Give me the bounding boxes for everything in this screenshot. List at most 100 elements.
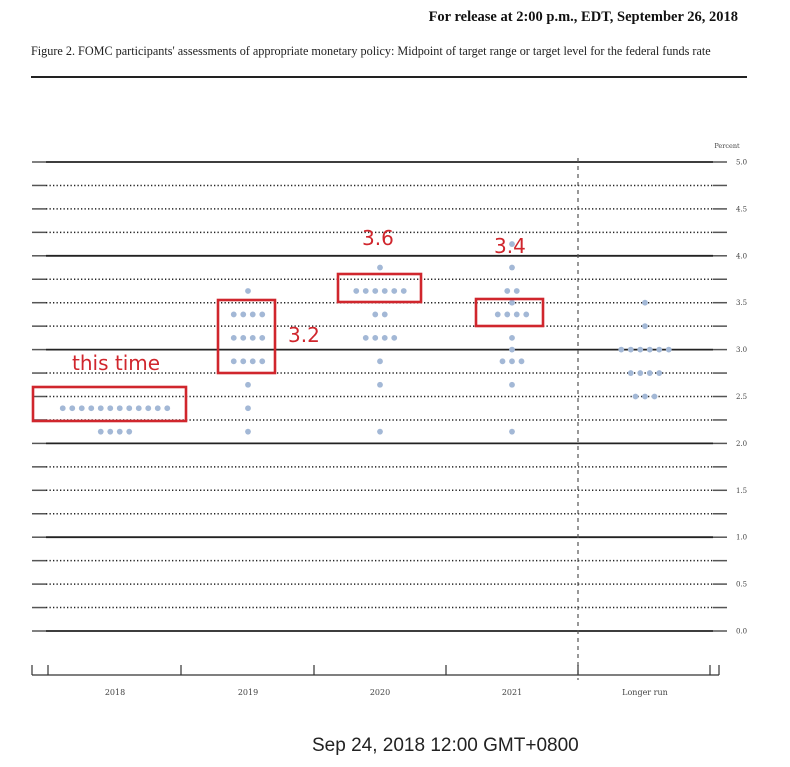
dot-longer-run xyxy=(627,370,634,376)
dot-2018 xyxy=(107,405,114,412)
dot-2019 xyxy=(245,405,251,412)
dot-longer-run xyxy=(651,393,658,400)
annotation-label: this time xyxy=(72,351,160,375)
dot-longer-run xyxy=(665,346,672,353)
x-tick-label: Longer run xyxy=(622,688,668,697)
annotation-box xyxy=(474,297,545,328)
dot-2020 xyxy=(377,358,383,365)
dot-2021 xyxy=(509,264,515,271)
dot-2020 xyxy=(381,311,388,318)
dot-2018 xyxy=(88,405,95,412)
dot-longer-run xyxy=(642,323,648,330)
dot-2021 xyxy=(518,358,525,365)
dot-2019 xyxy=(259,334,266,341)
dot-2018 xyxy=(126,405,133,412)
dot-2018 xyxy=(164,405,171,412)
dot-2019 xyxy=(249,334,256,341)
dot-longer-run xyxy=(632,393,639,400)
dot-2021 xyxy=(513,288,520,294)
dot-2019 xyxy=(245,428,251,435)
y-tick-label: 4.0 xyxy=(736,252,747,260)
dot-2019 xyxy=(230,358,237,365)
x-tick-label: 2018 xyxy=(105,688,125,697)
figure-caption: Figure 2. FOMC participants' assessments… xyxy=(31,44,711,58)
annotation-label: 3.2 xyxy=(288,323,320,347)
dot-2020 xyxy=(391,288,398,294)
dot-2021 xyxy=(523,311,530,318)
y-tick-label: 1.5 xyxy=(736,487,747,495)
dot-2021 xyxy=(513,311,520,318)
y-tick-label: 5.0 xyxy=(736,159,747,167)
dot-2021 xyxy=(509,334,515,341)
y-tick-label: 2.5 xyxy=(736,393,747,401)
dot-longer-run xyxy=(646,346,653,353)
dot-2018 xyxy=(59,405,66,412)
dot-2018 xyxy=(78,405,85,412)
dot-longer-run xyxy=(637,370,644,376)
dot-2018 xyxy=(135,405,142,412)
y-tick-label: 2.0 xyxy=(736,440,747,448)
dot-2019 xyxy=(240,311,247,318)
dot-longer-run xyxy=(656,370,663,376)
annotation-box xyxy=(336,272,423,304)
dot-2020 xyxy=(372,288,379,294)
dot-2019 xyxy=(249,358,256,365)
annotation-label: 3.6 xyxy=(362,226,394,250)
dot-2021 xyxy=(509,241,515,247)
dot-2021 xyxy=(509,428,515,435)
release-note: For release at 2:00 p.m., EDT, September… xyxy=(428,9,738,25)
dot-2021 xyxy=(509,381,515,388)
annotation-label: 3.4 xyxy=(494,234,526,258)
dot-longer-run xyxy=(627,346,634,353)
dot-longer-run xyxy=(656,346,663,353)
dot-2018 xyxy=(145,405,152,412)
x-tick-label: 2020 xyxy=(370,688,390,697)
dot-2019 xyxy=(245,381,251,388)
caption-rule xyxy=(31,76,747,78)
dot-2020 xyxy=(362,288,369,294)
dot-2021 xyxy=(509,299,515,306)
dot-2019 xyxy=(240,334,247,341)
dot-2020 xyxy=(391,334,398,341)
x-tick-label: 2019 xyxy=(238,688,258,697)
annotation-box xyxy=(31,385,188,423)
dot-2018 xyxy=(126,428,133,435)
y-tick-label: 3.0 xyxy=(736,346,747,354)
y-tick-label: 1.0 xyxy=(736,534,747,542)
dot-2020 xyxy=(372,334,379,341)
dot-2021 xyxy=(509,346,515,353)
dot-longer-run xyxy=(646,370,653,376)
dot-2019 xyxy=(230,334,237,341)
y-tick-label: 4.5 xyxy=(736,205,747,213)
timestamp: Sep 24, 2018 12:00 GMT+0800 xyxy=(312,735,579,756)
y-tick-label: 3.5 xyxy=(736,299,747,307)
dot-longer-run xyxy=(637,346,644,353)
dot-2020 xyxy=(377,264,383,271)
dot-2019 xyxy=(259,311,266,318)
dot-2018 xyxy=(116,405,123,412)
dot-2020 xyxy=(381,288,388,294)
y-axis-label: Percent xyxy=(714,142,740,150)
dot-longer-run xyxy=(642,393,648,400)
dot-2019 xyxy=(245,288,251,294)
dot-2021 xyxy=(509,358,515,365)
dot-2018 xyxy=(97,405,104,412)
dot-2018 xyxy=(69,405,76,412)
dot-2020 xyxy=(400,288,407,294)
dot-2020 xyxy=(372,311,379,318)
dot-2019 xyxy=(240,358,247,365)
dot-2020 xyxy=(377,428,383,435)
dot-2019 xyxy=(230,311,237,318)
dot-2020 xyxy=(362,334,369,341)
dot-2021 xyxy=(504,311,511,318)
dot-2021 xyxy=(504,288,511,294)
y-tick-label: 0.5 xyxy=(736,581,747,589)
dot-longer-run xyxy=(618,346,625,353)
dot-2019 xyxy=(259,358,266,365)
dot-2019 xyxy=(249,311,256,318)
dot-2020 xyxy=(353,288,360,294)
x-tick-label: 2021 xyxy=(502,688,522,697)
y-tick-label: 0.0 xyxy=(736,628,747,636)
dot-2018 xyxy=(154,405,161,412)
